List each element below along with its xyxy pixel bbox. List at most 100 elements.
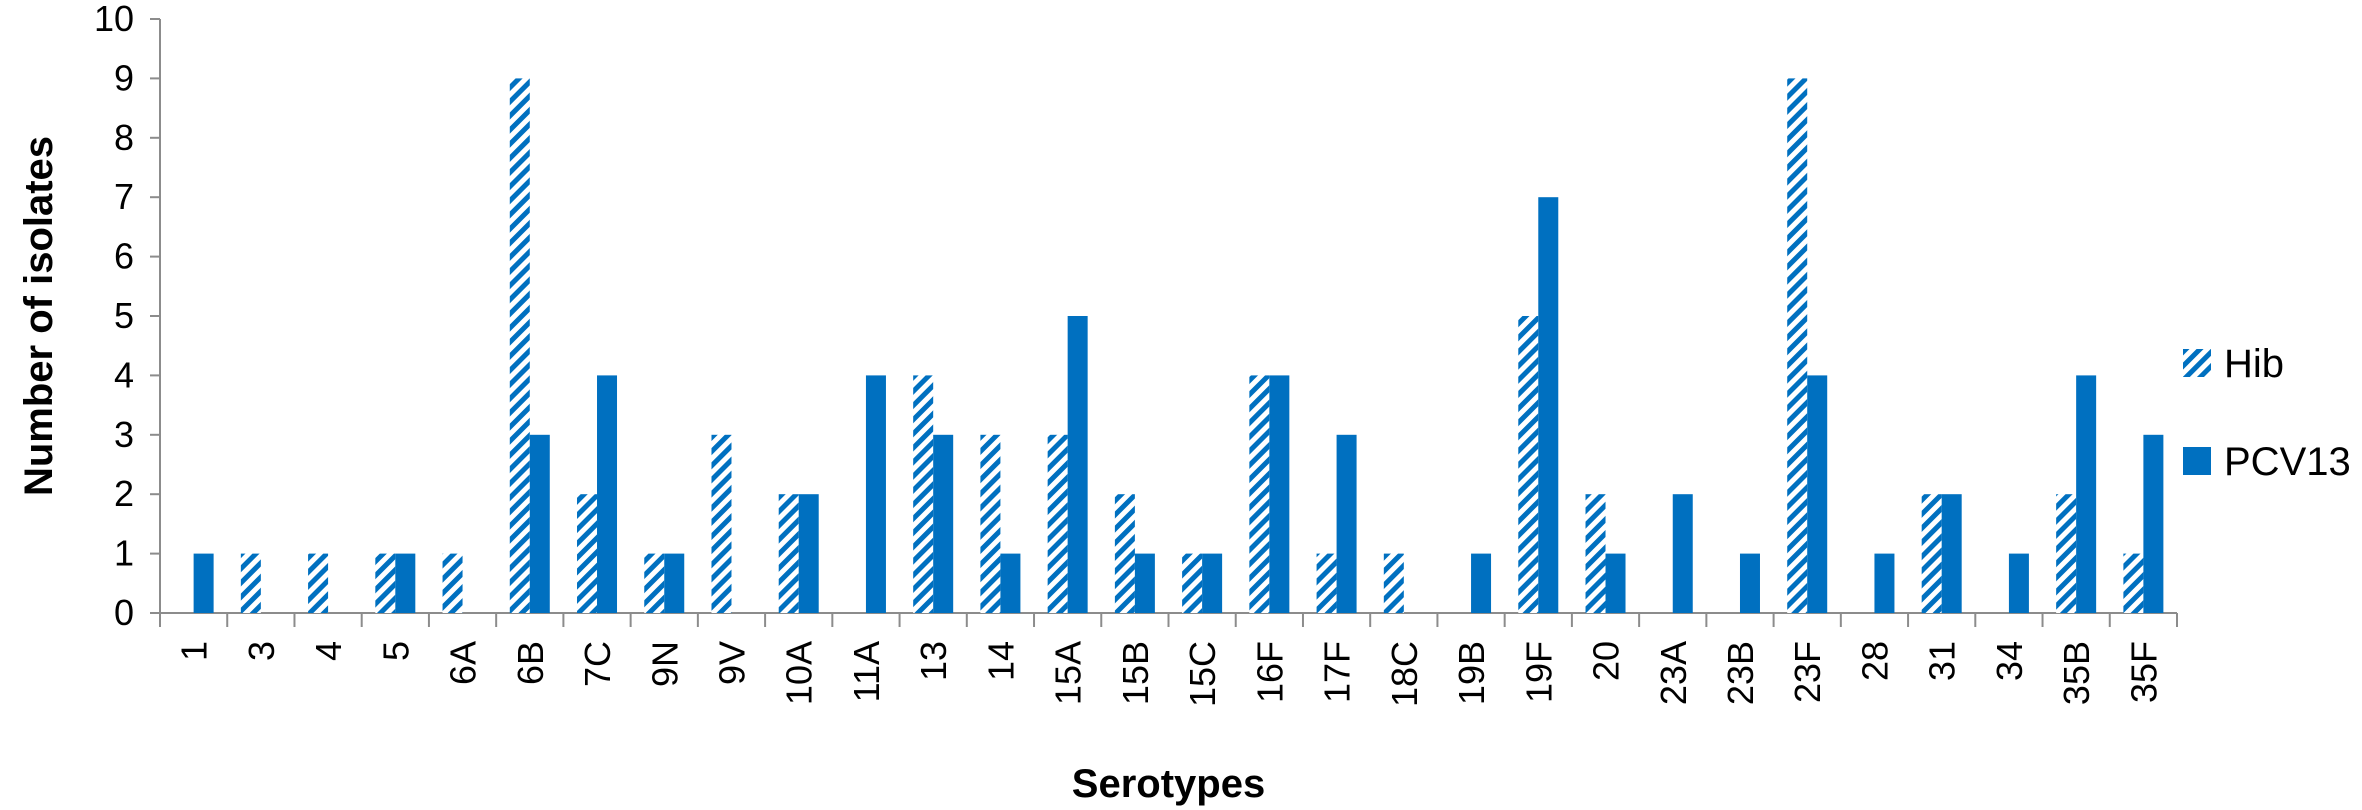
bar-pcv13 — [1538, 197, 1559, 613]
bar-hib — [711, 434, 732, 613]
y-axis-title: Number of isolates — [17, 136, 61, 496]
bar-pcv13 — [1874, 553, 1895, 613]
x-tick-label: 13 — [913, 641, 954, 681]
x-tick-label: 1 — [174, 641, 215, 661]
bar-hib — [1316, 553, 1337, 613]
bar-hib — [2056, 494, 2077, 613]
x-tick-label: 4 — [308, 641, 349, 661]
y-tick-label: 6 — [114, 236, 134, 277]
bar-pcv13 — [395, 553, 416, 613]
y-tick-label: 7 — [114, 176, 134, 217]
x-tick-label: 19F — [1518, 641, 1559, 703]
x-tick-label: 15B — [1115, 641, 1156, 705]
x-tick-label: 6B — [510, 641, 551, 685]
x-tick-label: 35F — [2123, 641, 2164, 703]
x-tick-label: 16F — [1249, 641, 1290, 703]
bar-hib — [1249, 375, 1270, 613]
bar-hib — [1047, 434, 1068, 613]
bar-pcv13 — [1672, 494, 1693, 613]
bar-pcv13 — [1134, 553, 1155, 613]
bar-pcv13 — [1067, 316, 1088, 613]
bar-hib — [1518, 316, 1539, 613]
bar-pcv13 — [1605, 553, 1626, 613]
x-tick-label: 18C — [1384, 641, 1425, 707]
bar-pcv13 — [1000, 553, 1021, 613]
x-tick-label: 17F — [1317, 641, 1358, 703]
bar-pcv13 — [1471, 553, 1492, 613]
legend-swatch-pcv13 — [2183, 447, 2211, 475]
bar-pcv13 — [2008, 553, 2029, 613]
bar-hib — [1787, 78, 1808, 613]
x-tick-label: 31 — [1922, 641, 1963, 681]
bar-hib — [980, 434, 1001, 613]
y-axis: 0 1 2 3 4 5 6 7 8 9 10 — [94, 0, 161, 633]
x-tick-label: 34 — [1989, 641, 2030, 681]
bar-pcv13 — [1739, 553, 1760, 613]
x-tick-label: 15A — [1048, 641, 1089, 705]
bar-pcv13 — [2076, 375, 2097, 613]
x-tick-label: 11A — [846, 641, 887, 702]
bar-hib — [913, 375, 934, 613]
bar-hib — [778, 494, 799, 613]
y-tick-label: 8 — [114, 117, 134, 158]
bar-hib — [1585, 494, 1606, 613]
x-tick-label: 23F — [1787, 641, 1828, 703]
x-tick-label: 7C — [577, 641, 618, 687]
bar-pcv13 — [1941, 494, 1962, 613]
bar-pcv13 — [865, 375, 886, 613]
legend: Hib PCV13 — [2183, 342, 2351, 484]
bar-pcv13 — [1336, 434, 1357, 613]
bar-pcv13 — [529, 434, 550, 613]
bar-pcv13 — [664, 553, 685, 613]
bar-pcv13 — [1807, 375, 1828, 613]
y-tick-label: 5 — [114, 295, 134, 336]
x-tick-label: 28 — [1854, 641, 1895, 681]
bar-pcv13 — [933, 434, 954, 613]
bar-hib — [644, 553, 665, 613]
bar-hib — [442, 553, 463, 613]
bar-hib — [1182, 553, 1203, 613]
bar-pcv13 — [2143, 434, 2164, 613]
y-tick-label: 9 — [114, 57, 134, 98]
x-tick-label: 14 — [980, 641, 1021, 681]
x-tick-label: 9N — [644, 641, 685, 687]
bar-hib — [577, 494, 598, 613]
bar-hib — [2123, 553, 2144, 613]
bar-hib — [1383, 553, 1404, 613]
bar-pcv13 — [1269, 375, 1290, 613]
x-tick-label: 5 — [375, 641, 416, 661]
x-tick-label: 15C — [1182, 641, 1223, 707]
x-tick-label: 23B — [1720, 641, 1761, 705]
bar-hib — [375, 553, 396, 613]
bar-hib — [240, 553, 261, 613]
bar-hib — [509, 78, 530, 613]
y-tick-label: 1 — [114, 533, 134, 574]
x-tick-label: 3 — [241, 641, 282, 661]
y-tick-label: 0 — [114, 592, 134, 633]
bar-hib — [1921, 494, 1942, 613]
bar-hib — [1114, 494, 1135, 613]
bar-hib — [308, 553, 329, 613]
bars — [193, 78, 2164, 613]
bar-pcv13 — [1202, 553, 1223, 613]
x-tick-label: 19B — [1451, 641, 1492, 705]
bar-pcv13 — [597, 375, 618, 613]
y-tick-label: 2 — [114, 473, 134, 514]
x-tick-label: 20 — [1586, 641, 1627, 681]
y-tick-label: 4 — [114, 354, 134, 395]
y-tick-label: 10 — [94, 0, 134, 39]
legend-swatch-hib — [2183, 349, 2211, 377]
x-tick-label: 9V — [711, 641, 752, 685]
y-tick-label: 3 — [114, 414, 134, 455]
x-axis: 1 3 4 5 6A 6B 7C 9N 9V 10A 11A 13 14 15A 15B 15C 16F 17F 1… — [159, 612, 2178, 707]
legend-label-hib: Hib — [2224, 342, 2284, 386]
x-axis-title: Serotypes — [1072, 762, 1265, 806]
x-tick-label: 10A — [779, 641, 820, 705]
bar-pcv13 — [193, 553, 214, 613]
legend-label-pcv13: PCV13 — [2224, 440, 2351, 484]
x-tick-label: 23A — [1653, 641, 1694, 705]
x-tick-label: 6A — [443, 641, 484, 685]
x-tick-label: 35B — [2056, 641, 2097, 705]
bar-pcv13 — [798, 494, 819, 613]
